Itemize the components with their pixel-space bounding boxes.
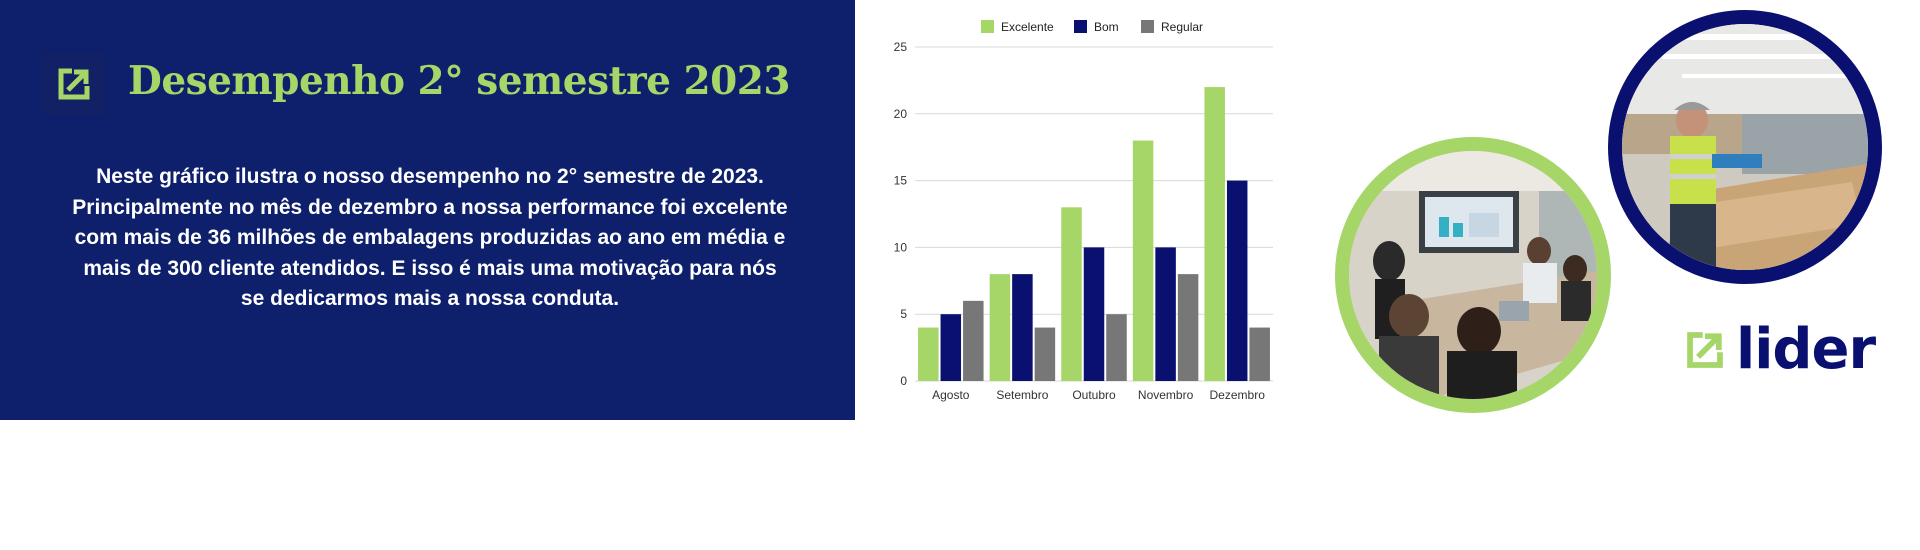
bar-bom-agosto xyxy=(940,314,962,381)
legend-label: Bom xyxy=(1094,20,1119,34)
bar-bom-novembro xyxy=(1155,247,1176,381)
bar-excelente-novembro xyxy=(1132,140,1154,381)
description-text: Neste gráfico ilustra o nosso desempenho… xyxy=(72,165,788,310)
bar-excelente-dezembro xyxy=(1204,87,1225,381)
performance-chart: 0 5 10 15 20 25 Agosto Setembro Outubro Novembro D… xyxy=(875,10,1285,410)
bar-excelente-agosto xyxy=(918,327,939,381)
legend-swatch xyxy=(1141,20,1154,33)
bar-regular-novembro xyxy=(1177,274,1199,381)
x-tick-label: Novembro xyxy=(1138,388,1194,402)
bar-regular-outubro xyxy=(1106,314,1127,381)
page-title: Desempenho 2° semestre 2023 xyxy=(128,58,791,104)
bar-excelente-setembro xyxy=(989,274,1011,381)
y-tick-label: 5 xyxy=(900,307,907,321)
factory-photo xyxy=(1608,10,1882,284)
brand-name: lider xyxy=(1736,317,1876,382)
meeting-illustration xyxy=(1349,151,1597,399)
x-tick-label: Setembro xyxy=(996,388,1048,402)
x-tick-label: Dezembro xyxy=(1210,388,1266,402)
export-arrow-icon xyxy=(58,68,90,100)
y-tick-label: 25 xyxy=(894,40,908,54)
bar-bom-outubro xyxy=(1083,247,1105,381)
y-tick-label: 10 xyxy=(894,240,908,254)
factory-illustration xyxy=(1622,24,1868,270)
bar-regular-setembro xyxy=(1034,327,1056,381)
x-tick-label: Agosto xyxy=(932,388,970,402)
bar-bom-setembro xyxy=(1012,274,1033,381)
brand-logo: lider xyxy=(1682,317,1876,382)
legend-label: Regular xyxy=(1161,20,1203,34)
legend-label: Excelente xyxy=(1001,20,1054,34)
legend-swatch xyxy=(981,20,994,33)
bar-bom-dezembro xyxy=(1226,180,1248,381)
y-tick-label: 0 xyxy=(900,374,907,388)
bar-regular-dezembro xyxy=(1249,327,1270,381)
bar-excelente-outubro xyxy=(1061,207,1082,381)
bar-chart-svg: 0 5 10 15 20 25 Agosto Setembro Outubro Novembro D… xyxy=(894,20,1273,402)
bar-regular-agosto xyxy=(963,300,984,381)
info-panel: Desempenho 2° semestre 2023 Neste gráfic… xyxy=(0,0,855,420)
export-arrow-icon xyxy=(1687,332,1723,368)
meeting-photo xyxy=(1335,137,1611,413)
y-tick-label: 20 xyxy=(894,107,908,121)
y-tick-label: 15 xyxy=(894,174,908,188)
legend-swatch xyxy=(1074,20,1087,33)
header-logo xyxy=(42,52,106,116)
x-tick-label: Outubro xyxy=(1072,388,1116,402)
